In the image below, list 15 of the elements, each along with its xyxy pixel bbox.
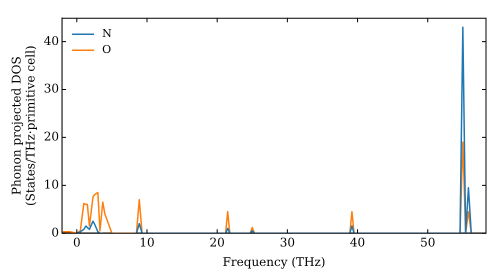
x-tick-label: 10 [139, 236, 155, 250]
legend-label: N [102, 27, 112, 40]
y-axis-title: Phonon projected DOS (States/THz·primitive cell) [9, 45, 38, 206]
x-tick-label: 20 [210, 236, 225, 250]
x-tick-label: 40 [350, 236, 366, 250]
y-tick-label: 30 [44, 82, 60, 96]
x-tick-label: 50 [420, 236, 436, 250]
y-tick-label: 20 [44, 130, 60, 144]
x-axis-title: Frequency (THz) [222, 254, 326, 269]
y-tick-label: 0 [51, 225, 60, 240]
x-tick-label: 0 [72, 236, 81, 250]
x-tick-label: 30 [280, 236, 296, 250]
legend-label: O [102, 43, 112, 56]
y-tick-label: 10 [44, 177, 60, 192]
y-tick-label: 40 [44, 34, 60, 48]
